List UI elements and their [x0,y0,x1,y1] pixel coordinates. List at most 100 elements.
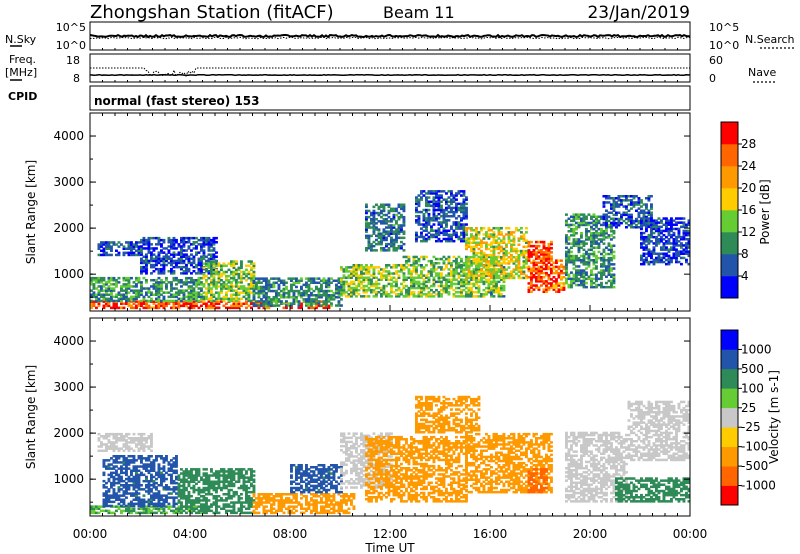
range-time-cell [102,504,106,508]
range-time-cell [535,263,538,267]
range-time-cell [527,251,531,254]
range-time-cell [392,238,396,242]
range-time-cell [102,285,106,288]
range-time-cell [252,279,256,282]
range-time-cell [370,211,373,215]
range-time-cell [367,282,371,286]
range-time-cell [472,239,476,242]
range-time-cell [417,219,421,222]
range-time-cell [640,211,643,214]
range-time-cell [457,206,461,210]
range-time-cell [210,260,213,263]
range-time-cell [602,203,606,206]
range-time-cell [655,238,658,241]
range-time-cell [167,507,171,510]
range-time-cell [465,229,468,232]
range-time-cell [157,257,161,261]
range-time-cell [467,262,471,265]
nsky-trace [89,33,690,39]
range-time-cell [392,230,396,233]
range-time-cell [227,285,231,288]
range-time-cell [392,284,396,288]
range-time-cell [505,249,508,253]
range-time-cell [275,302,278,305]
range-time-cell [207,245,211,248]
range-time-cell [500,278,503,281]
range-time-cell [170,270,173,273]
range-time-cell [135,473,138,477]
range-time-cell [390,282,393,286]
range-time-cell [530,273,533,277]
range-time-cell [142,276,146,280]
range-time-cell [417,217,421,220]
range-time-cell [462,237,466,241]
range-time-cell [292,296,296,299]
range-time-cell [127,507,131,510]
range-time-cell [255,291,258,295]
range-time-cell [400,205,403,209]
range-time-cell [577,265,581,268]
range-time-cell [120,295,123,299]
range-time-cell [117,299,121,303]
range-time-cell [595,240,598,243]
range-time-cell [610,197,613,200]
range-time-cell [162,488,166,491]
range-time-cell [367,280,371,284]
range-time-cell [437,266,441,269]
range-time-cell [322,302,326,305]
range-time-cell [250,274,253,278]
range-time-cell [147,490,151,493]
range-time-cell [250,306,253,310]
range-time-cell [150,255,153,258]
range-time-cell [367,240,371,244]
range-time-cell [165,247,168,250]
range-time-cell [152,285,156,288]
range-time-cell [400,226,403,229]
range-time-cell [535,271,538,275]
range-time-cell [277,285,281,289]
range-time-cell [407,293,411,296]
range-time-cell [550,240,553,244]
range-time-cell [677,250,681,253]
range-time-cell [120,287,123,290]
range-time-cell [370,247,373,250]
range-time-cell [135,479,138,483]
range-time-cell [487,255,491,259]
range-time-cell [365,203,368,206]
range-time-cell [355,291,358,294]
range-time-cell [490,245,493,249]
range-time-cell [492,235,496,238]
range-time-cell [262,287,266,291]
range-time-cell [170,289,173,292]
range-time-cell [157,259,161,263]
range-time-cell [585,232,588,235]
range-time-cell [315,298,318,301]
range-time-cell [637,215,641,219]
range-time-cell [415,200,418,203]
range-time-cell [122,490,126,493]
range-time-cell [442,291,446,294]
range-time-cell [210,262,213,265]
range-time-cell [642,219,646,223]
range-time-cell [475,268,478,271]
range-time-cell [565,219,568,223]
range-time-cell [127,461,131,464]
range-time-cell [222,297,226,301]
range-time-cell [162,297,166,301]
range-time-cell [632,197,636,200]
range-time-cell [557,288,561,291]
range-time-cell [402,274,406,277]
range-time-cell [470,227,473,230]
range-time-cell [645,207,648,210]
range-time-cell [672,227,676,231]
range-time-cell [545,253,548,256]
range-time-cell [132,488,136,491]
range-time-cell [570,242,573,245]
range-time-cell [125,461,128,464]
range-time-cell [552,261,556,264]
range-time-cell [492,266,496,269]
range-time-cell [250,279,253,282]
range-time-cell [497,264,501,267]
range-time-cell [320,296,323,299]
range-time-cell [95,287,98,290]
